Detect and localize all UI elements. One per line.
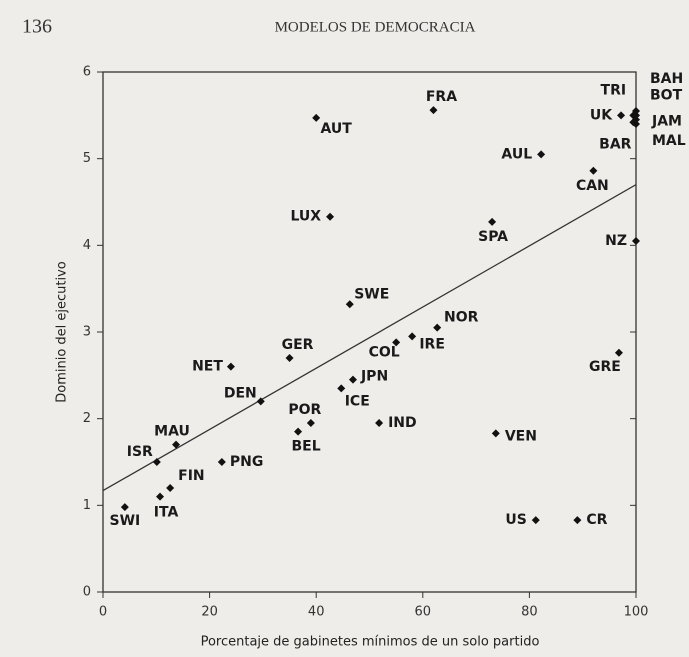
point [337, 384, 346, 393]
x-tick-label: 20 [201, 605, 218, 620]
point [172, 440, 181, 449]
y-tick-label: 2 [83, 411, 91, 426]
point [433, 323, 442, 332]
point-label: BAR [599, 136, 632, 152]
point-label: BOT [650, 87, 683, 103]
point [285, 354, 294, 362]
point-label: IND [388, 415, 417, 431]
point-label: SPA [478, 229, 508, 245]
point-label: IRE [419, 336, 445, 352]
point [429, 106, 438, 115]
point [375, 419, 384, 427]
point-label: NET [192, 359, 223, 375]
point-label: ISR [127, 444, 153, 460]
point-label: PNG [230, 454, 263, 470]
point [312, 113, 321, 122]
point [166, 484, 175, 492]
x-tick-label: 80 [521, 605, 538, 620]
point-label: FRA [426, 89, 457, 105]
point [345, 300, 354, 309]
x-tick-label: 0 [99, 605, 107, 620]
point [152, 458, 161, 466]
point-label: MAL [652, 133, 686, 149]
point [326, 212, 335, 221]
x-tick-label: 100 [624, 605, 649, 620]
page-number: 136 [22, 16, 52, 38]
point-label: LUX [290, 209, 321, 225]
point-label: ICE [345, 393, 370, 409]
point [629, 118, 638, 127]
y-tick-label: 4 [83, 238, 91, 253]
running-head: MODELOS DE DEMOCRACIA [275, 19, 476, 35]
point [217, 458, 226, 466]
point-label: GER [282, 337, 314, 353]
point-label: TRI [601, 82, 627, 98]
point [632, 107, 640, 115]
point-label: SWI [109, 513, 140, 529]
point-label: JAM [651, 114, 682, 130]
x-tick-label: 40 [308, 605, 325, 620]
point [256, 397, 265, 406]
point [573, 516, 582, 525]
point [392, 338, 401, 347]
point-label: DEN [224, 385, 257, 401]
point-label: CAN [576, 178, 609, 194]
point-label: VEN [505, 428, 537, 444]
x-axis-title: Porcentaje de gabinetes mínimos de un so… [201, 635, 540, 650]
point-label: US [505, 512, 526, 528]
point [614, 348, 623, 357]
point-label: JPN [360, 369, 388, 385]
point [589, 166, 598, 175]
point-label: MAU [154, 424, 190, 440]
point-label: NOR [444, 310, 479, 326]
point [632, 237, 640, 245]
x-tick-label: 60 [415, 605, 432, 620]
point [294, 427, 303, 436]
point-label: SWE [354, 286, 389, 302]
point [491, 429, 500, 438]
point [537, 150, 546, 159]
y-tick-label: 0 [83, 585, 91, 600]
point [226, 362, 235, 371]
point-label: AUT [321, 121, 353, 137]
point-label: UK [590, 107, 613, 123]
point [408, 332, 417, 341]
point [306, 419, 315, 427]
point [156, 492, 165, 501]
y-tick-label: 1 [83, 498, 91, 513]
point [617, 111, 626, 120]
point-label: FIN [178, 468, 205, 484]
point [120, 503, 129, 512]
point-label: COL [369, 344, 400, 360]
point [632, 111, 640, 120]
point-label: ITA [154, 505, 179, 521]
point [488, 217, 497, 226]
y-tick-label: 5 [83, 151, 91, 166]
y-tick-label: 6 [83, 65, 91, 80]
point-label: BAH [650, 71, 683, 87]
point [531, 516, 540, 525]
point-label: NZ [605, 233, 627, 249]
y-tick-label: 3 [83, 325, 91, 340]
point-label: BEL [291, 439, 320, 455]
point-label: POR [288, 402, 321, 418]
point-label: CR [586, 512, 607, 528]
point [348, 375, 357, 384]
y-axis-title: Dominio del ejecutivo [55, 261, 70, 403]
trend-line [102, 184, 637, 492]
point-label: AUL [501, 146, 532, 162]
point-label: GRE [589, 359, 621, 375]
